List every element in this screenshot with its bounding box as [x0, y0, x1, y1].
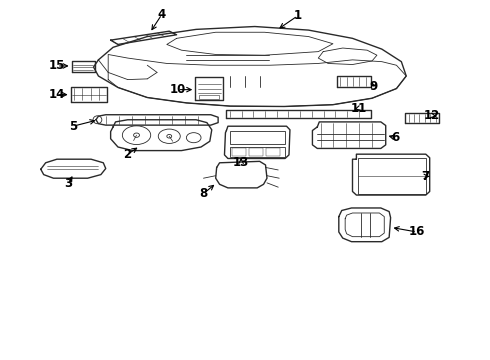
Bar	[230, 147, 285, 157]
Bar	[358, 158, 426, 194]
Text: 13: 13	[233, 156, 249, 169]
Text: 16: 16	[409, 225, 425, 238]
Bar	[267, 148, 280, 156]
Text: 5: 5	[69, 120, 77, 133]
Text: 15: 15	[49, 59, 65, 72]
Text: 4: 4	[158, 8, 166, 21]
Text: 3: 3	[64, 177, 72, 190]
Bar	[198, 95, 219, 99]
Bar	[249, 148, 263, 156]
Text: 2: 2	[122, 148, 131, 161]
Text: 1: 1	[294, 9, 302, 22]
Text: 6: 6	[392, 131, 400, 144]
Text: 7: 7	[422, 170, 430, 183]
Bar	[230, 131, 285, 144]
Text: 12: 12	[423, 109, 440, 122]
Bar	[232, 148, 246, 156]
Text: 11: 11	[350, 102, 367, 115]
Text: 8: 8	[199, 187, 208, 200]
Text: 14: 14	[49, 88, 65, 101]
Text: 10: 10	[170, 83, 186, 96]
Text: 9: 9	[369, 80, 377, 93]
